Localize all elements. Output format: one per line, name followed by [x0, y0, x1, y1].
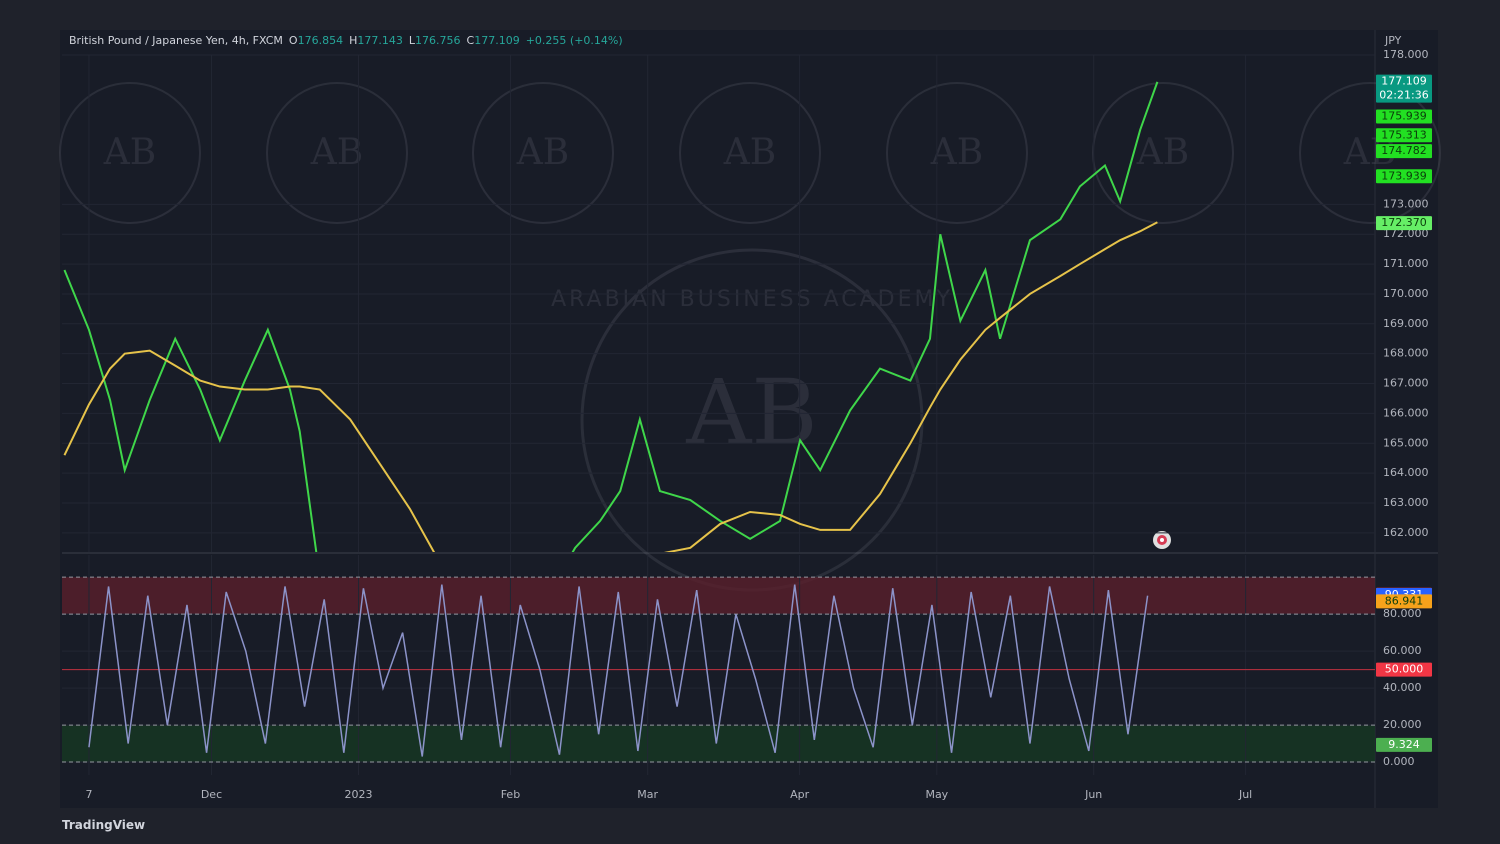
- watermark-circle: [1299, 82, 1441, 224]
- x-tick-label: Dec: [201, 788, 222, 801]
- watermark-circle: [886, 82, 1028, 224]
- price-tag: [1376, 144, 1432, 159]
- x-tick-label: Apr: [790, 788, 810, 801]
- price-tag: [1376, 74, 1432, 103]
- x-tick-label: 7: [85, 788, 92, 801]
- replay-icon[interactable]: [1153, 531, 1171, 549]
- currency: JPY: [1384, 34, 1402, 47]
- price-tag: [1376, 216, 1432, 231]
- brand-text: TradingView: [62, 818, 146, 832]
- y-tick-label: 0.000: [1383, 755, 1415, 768]
- watermark-circle: [472, 82, 614, 224]
- watermark-mark: AB: [1136, 132, 1189, 173]
- y-tick-label: 178.000: [1383, 48, 1429, 61]
- price-tag-label: 9.324: [1388, 738, 1420, 751]
- ohlc-key: H: [349, 34, 358, 47]
- ohlc-item: H177.143: [349, 34, 403, 47]
- price-tag: [1376, 662, 1432, 677]
- watermark-circle: [679, 82, 821, 224]
- price-tag-label: 174.782: [1381, 144, 1427, 157]
- y-tick-label: 172.000: [1383, 227, 1429, 240]
- chart-panel: [60, 30, 1438, 808]
- y-tick-label: 166.000: [1383, 406, 1429, 419]
- watermark-mark: AB: [516, 132, 569, 173]
- change: +0.255 (+0.14%): [525, 34, 623, 47]
- price-tag-label: 50.000: [1385, 663, 1424, 676]
- x-tick-label: Feb: [501, 788, 520, 801]
- x-tick-label: 2023: [345, 788, 373, 801]
- x-tick-label: Jun: [1084, 788, 1102, 801]
- ohlc-value: 176.854: [297, 34, 344, 47]
- price-tag: [1376, 169, 1432, 184]
- legend-header: British Pound / Japanese Yen, 4h, FXCM O1…: [69, 34, 629, 47]
- ohlc-key: O: [288, 34, 298, 47]
- series-line: [88, 584, 1149, 757]
- y-tick-label: 173.000: [1383, 197, 1429, 210]
- y-tick-label: 171.000: [1383, 257, 1429, 270]
- x-tick-label: Jul: [1238, 788, 1252, 801]
- price-tag-label: 177.109: [1381, 75, 1427, 88]
- y-tick-label: 162.000: [1383, 526, 1429, 539]
- price-tag-label: 175.313: [1381, 128, 1427, 141]
- price-tag: [1376, 109, 1432, 124]
- y-tick-label: 165.000: [1383, 436, 1429, 449]
- y-tick-label: 60.000: [1383, 644, 1422, 657]
- watermark-mark: AB: [930, 132, 983, 173]
- price-tag-label: 86.941: [1385, 594, 1424, 607]
- watermark-mark: AB: [723, 132, 776, 173]
- y-tick-label: 167.000: [1383, 377, 1429, 390]
- watermark-circle: [266, 82, 408, 224]
- x-tick-label: May: [925, 788, 948, 801]
- y-tick-label: 170.000: [1383, 287, 1429, 300]
- watermark-circle: [1092, 82, 1234, 224]
- price-tag: [1376, 737, 1432, 752]
- watermark-circle: [59, 82, 201, 224]
- price-tag-label: 172.370: [1381, 216, 1427, 229]
- y-tick-label: 40.000: [1383, 681, 1422, 694]
- symbol: British Pound / Japanese Yen, 4h, FXCM: [69, 34, 283, 47]
- price-tag-label: 175.939: [1381, 110, 1427, 123]
- price-tag-sub: 02:21:36: [1379, 89, 1428, 102]
- ohlc-item: C177.109: [467, 34, 520, 47]
- ohlc-item: L176.756: [409, 34, 461, 47]
- zone: [62, 577, 1375, 615]
- ohlc-key: L: [408, 34, 416, 47]
- watermark-mark: AB: [310, 132, 363, 173]
- watermark-text: ARABIAN BUSINESS ACADEMY: [551, 287, 953, 312]
- ohlc-item: O176.854: [289, 34, 343, 47]
- x-tick-label: Mar: [637, 788, 658, 801]
- y-tick-label: 80.000: [1383, 607, 1422, 620]
- ohlc-value: 176.756: [415, 34, 461, 47]
- price-tag: [1376, 594, 1432, 609]
- ohlc-value: 177.109: [474, 34, 520, 47]
- watermark-mark: AB: [685, 360, 817, 465]
- ohlc-key: C: [466, 34, 475, 47]
- y-tick-label: 169.000: [1383, 317, 1429, 330]
- y-tick-label: 164.000: [1383, 466, 1429, 479]
- y-tick-label: 168.000: [1383, 347, 1429, 360]
- y-tick-label: 163.000: [1383, 496, 1429, 509]
- ohlc-value: 177.143: [357, 34, 403, 47]
- watermark-mark: AB: [103, 132, 156, 173]
- y-tick-label: 20.000: [1383, 718, 1422, 731]
- price-tag-label: 173.939: [1381, 169, 1427, 182]
- price-tag: [1376, 128, 1432, 143]
- brand: TradingView: [62, 818, 145, 832]
- series-line: [63, 221, 1158, 552]
- series-line: [63, 81, 1159, 552]
